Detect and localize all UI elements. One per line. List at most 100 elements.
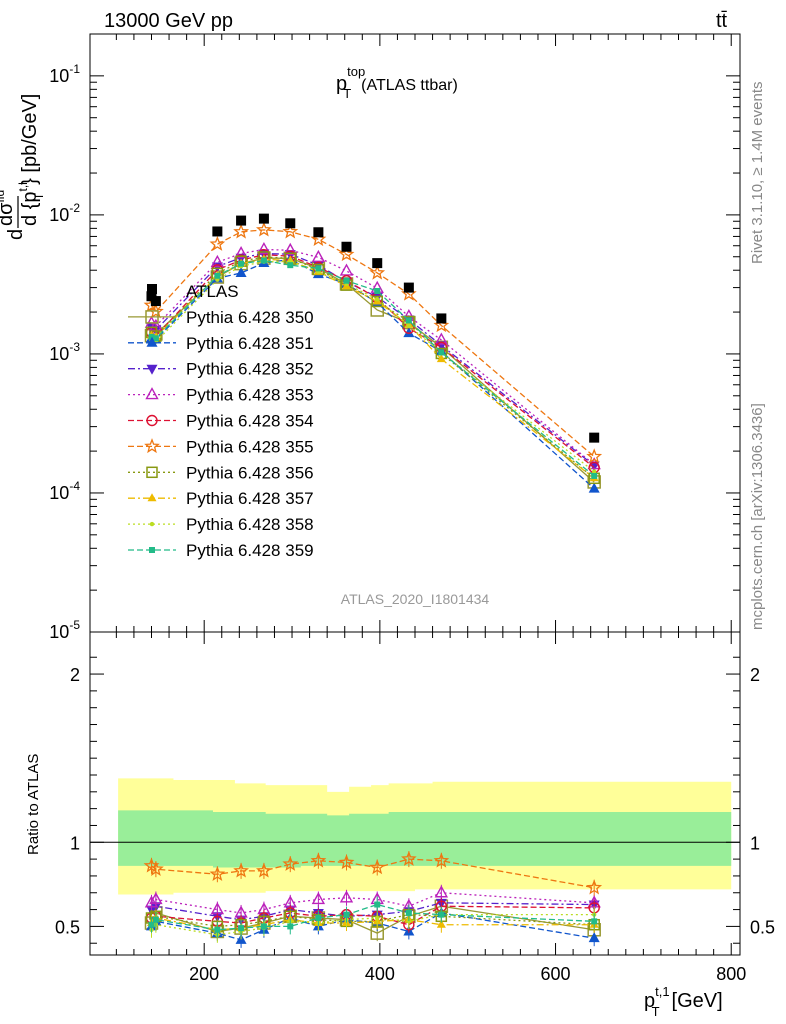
xlabel-main: p (644, 990, 655, 1012)
ratio-uncertainty-bands (118, 778, 732, 895)
atlas-data-point (589, 432, 600, 443)
atlas-data-point (236, 215, 247, 226)
main-marker-353 (257, 242, 271, 255)
ratio-line-359 (150, 903, 595, 931)
legend: ATLAS Pythia 6.428 350 Pythia 6.428 351 Pyt… (128, 282, 314, 560)
ratio-marker-358 (406, 919, 412, 924)
main-marker-353 (311, 249, 326, 263)
plot-title-suffix: (ATLAS ttbar) (361, 77, 458, 94)
plot-title-sub: T (343, 86, 351, 101)
ratio-tick-label-right: 0.5 (750, 917, 775, 937)
xlabel-sup: t,1 (655, 984, 669, 999)
legend-marker-357 (147, 493, 157, 502)
legend-marker-353 (145, 387, 159, 400)
main-marker-351 (235, 266, 247, 277)
ratio-marker-355 (233, 862, 250, 878)
legend-marker-356 (146, 466, 158, 479)
ratio-tick-label-left: 2 (70, 665, 80, 685)
collision-label: 13000 GeV pp (104, 10, 233, 32)
legend-label-352: Pythia 6.428 352 (186, 360, 314, 379)
ratio-marker-353 (144, 895, 159, 908)
plot-title: ptop T (ATLAS ttbar) (336, 64, 458, 101)
ratio-marker-355 (586, 879, 603, 895)
y-axis-label-ratio: Ratio to ATLAS (25, 754, 42, 855)
ratio-marker-358 (375, 915, 380, 921)
ratio-line-353 (151, 892, 595, 914)
ratio-marker-355 (433, 852, 450, 868)
ratio-marker-359 (287, 923, 294, 930)
legend-label-353: Pythia 6.428 353 (186, 386, 314, 405)
ratio-marker-359 (591, 918, 598, 925)
main-marker-359 (438, 349, 445, 356)
main-marker-355 (338, 246, 355, 262)
ratio-line-354 (151, 905, 595, 926)
legend-marker-359 (149, 547, 155, 553)
main-marker-359 (152, 335, 159, 342)
ylabel-sub: T (32, 192, 46, 200)
main-marker-359 (405, 317, 412, 324)
ratio-marker-353 (311, 892, 326, 905)
atlas-data-point (258, 213, 269, 224)
legend-marker-352 (146, 364, 158, 375)
legend-marker-354 (146, 414, 158, 427)
ratio-marker-359 (343, 911, 350, 918)
ylabel-fid: fid (0, 190, 7, 203)
process-label: tt̄ (716, 10, 728, 32)
xlabel-unit: [GeV] (672, 990, 723, 1012)
ylabel-denom: d {p (19, 192, 41, 226)
main-marker-358 (406, 323, 412, 329)
atlas-data-point (285, 218, 296, 229)
plot-title-sup: top (347, 64, 365, 79)
y-axis-label-main: d dσfid d {pt,lT } [pb/GeV] (0, 94, 46, 240)
atlas-data-points (146, 213, 600, 443)
legend-marker-350 (145, 310, 159, 324)
ylabel-d: d (5, 229, 27, 240)
ratio-tick-label-left: 0.5 (55, 917, 80, 937)
ratio-marker-359 (148, 921, 155, 928)
ratio-marker-353 (434, 885, 449, 898)
ratio-marker-357 (436, 919, 446, 928)
ratio-marker-359 (152, 916, 159, 923)
ratio-line-355 (151, 858, 595, 889)
main-marker-355 (282, 223, 299, 239)
y-tick-label: 10-2 (49, 201, 80, 225)
main-marker-353 (210, 254, 225, 268)
legend-label-351: Pythia 6.428 351 (186, 334, 314, 353)
ratio-tick-label-left: 1 (70, 833, 80, 853)
main-marker-359 (315, 265, 322, 272)
atlas-data-point (341, 241, 352, 252)
legend-label-357: Pythia 6.428 357 (186, 489, 314, 508)
main-marker-359 (374, 288, 381, 295)
atlas-data-point (313, 227, 324, 238)
y-tick-label: 10-1 (49, 62, 80, 86)
ratio-marker-359 (374, 901, 381, 908)
main-marker-359 (343, 277, 350, 284)
ratio-marker-359 (214, 926, 221, 933)
legend-marker-atlas (147, 284, 157, 294)
ratio-marker-353 (339, 890, 354, 903)
main-marker-359 (148, 333, 155, 340)
ratio-marker-355 (310, 852, 327, 868)
main-series-group (143, 221, 603, 493)
ratio-marker-359 (315, 914, 322, 921)
svg-text:d {pt,lT} [pb/GeV]: d {pt,lT } [pb/GeV] (16, 94, 46, 226)
plot-title-main: p (336, 73, 347, 95)
main-marker-359 (591, 472, 598, 479)
ratio-band-inner (118, 810, 732, 868)
ylabel-sup: t,l (16, 182, 30, 191)
x-axis-label: pt,1 T [GeV] (644, 984, 723, 1019)
main-marker-359 (287, 262, 294, 269)
main-marker-358 (591, 469, 597, 474)
legend-label-354: Pythia 6.428 354 (186, 412, 314, 431)
main-marker-353 (339, 263, 354, 276)
ylabel-close: } [pb/GeV] (19, 94, 41, 185)
y-tick-label: 10-5 (49, 618, 80, 642)
main-marker-351 (403, 327, 415, 338)
main-marker-359 (214, 272, 221, 279)
main-marker-359 (238, 260, 245, 267)
ratio-marker-355 (401, 850, 417, 866)
ratio-marker-355 (338, 854, 355, 870)
main-marker-353 (234, 246, 248, 259)
ylabel-sigma: dσ (0, 202, 17, 226)
main-marker-353 (283, 242, 297, 255)
